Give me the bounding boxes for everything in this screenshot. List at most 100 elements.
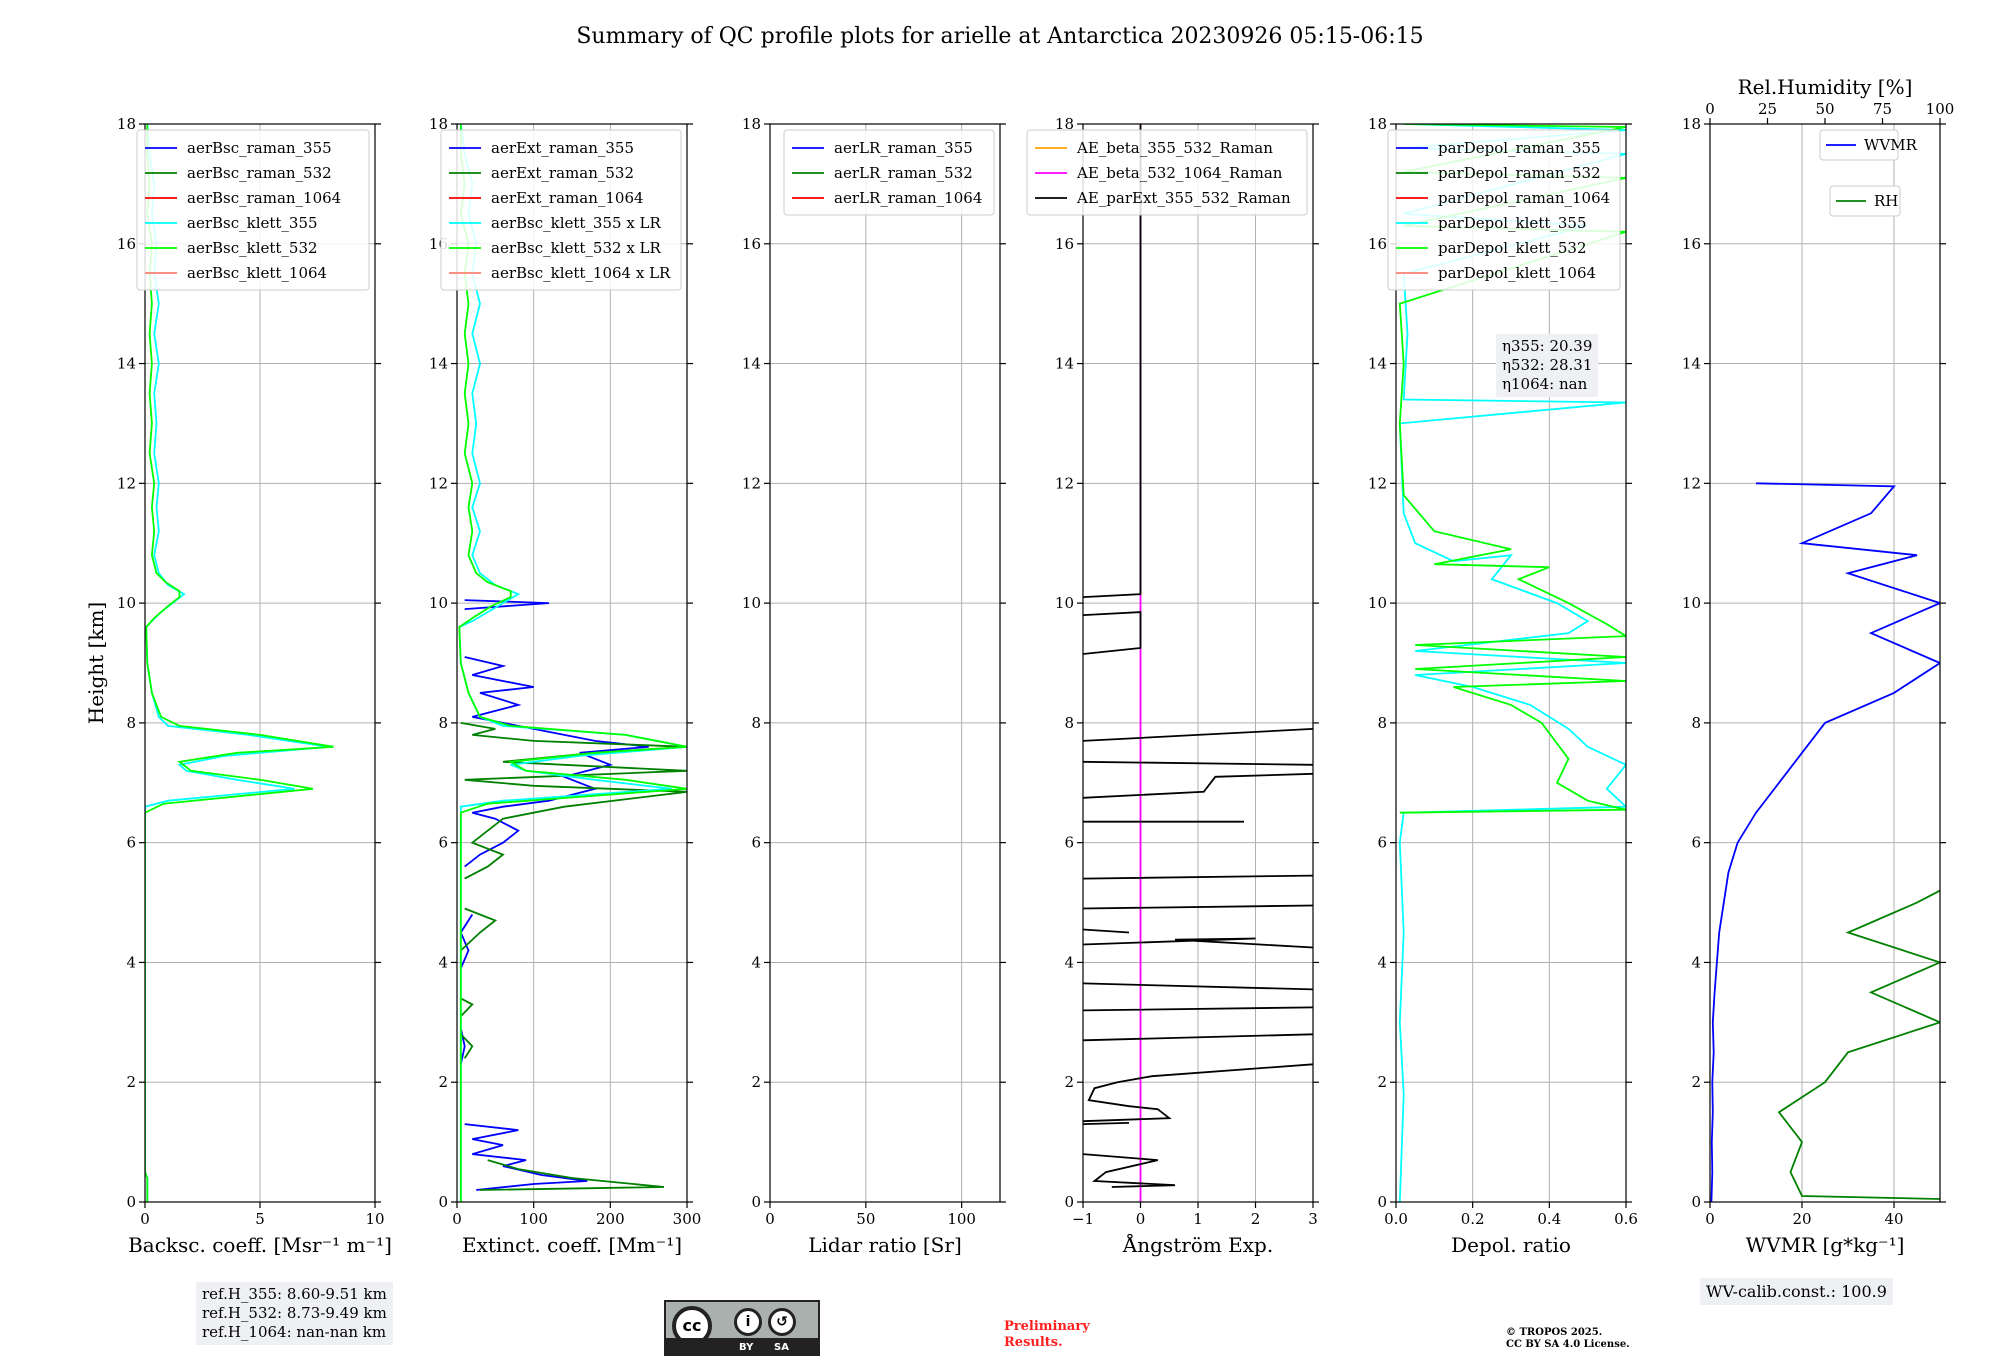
y-tick-label: 18	[1055, 115, 1074, 133]
y-tick-label: 10	[429, 594, 448, 612]
x2-axis-label: Rel.Humidity [%]	[1738, 75, 1913, 99]
x-axis-label: Lidar ratio [Sr]	[808, 1233, 962, 1257]
x-axis-label: Backsc. coeff. [Msr⁻¹ m⁻¹]	[128, 1233, 392, 1257]
x-tick-label: 0	[1705, 1210, 1715, 1228]
legend-label: aerBsc_klett_355	[187, 214, 318, 232]
series-group	[1710, 482, 1940, 1202]
y-tick-label: 6	[751, 834, 761, 852]
y-tick-label: 4	[438, 953, 448, 971]
ref-height-355: ref.H_355: 8.60-9.51 km	[202, 1285, 387, 1303]
legend-box	[1026, 129, 1308, 216]
series-line-aerext-raman-355	[459, 599, 649, 1191]
y-tick-label: 12	[742, 474, 761, 492]
y-tick-label: 6	[1377, 834, 1387, 852]
y-tick-label: 8	[1691, 714, 1701, 732]
legend-label: parDepol_klett_355	[1438, 214, 1587, 232]
series-line-aerbsc-klett-532	[145, 124, 334, 1202]
y-tick-label: 16	[1055, 235, 1074, 253]
y-tick-label: 12	[1682, 474, 1701, 492]
legend-label: aerBsc_klett_1064	[187, 264, 327, 282]
y-tick-label: 6	[438, 834, 448, 852]
x-tick-label: 50	[856, 1210, 875, 1228]
y-tick-label: 12	[1368, 474, 1387, 492]
y-tick-label: 18	[1682, 115, 1701, 133]
y-tick-label: 0	[438, 1193, 448, 1211]
y-tick-label: 0	[1377, 1193, 1387, 1211]
ref-height-1064: ref.H_1064: nan-nan km	[202, 1323, 387, 1341]
y-tick-label: 8	[438, 714, 448, 732]
x-axis-label: WVMR [g*kg⁻¹]	[1746, 1233, 1905, 1257]
copyright-line-1: © TROPOS 2025.	[1506, 1327, 1602, 1338]
y-tick-label: 14	[742, 355, 761, 373]
x-tick-label: 5	[255, 1210, 265, 1228]
legend-label: aerBsc_klett_532	[187, 239, 318, 257]
y-tick-label: 16	[742, 235, 761, 253]
y-tick-label: 12	[429, 474, 448, 492]
preliminary-line-2: Results.	[1004, 1335, 1063, 1350]
x-tick-label: 100	[519, 1210, 548, 1228]
series-line-aerbsc-klett-532-x-lr	[458, 124, 687, 1202]
legend-label: aerBsc_klett_1064 x LR	[491, 264, 671, 282]
copyright-line-2: CC BY SA 4.0 License.	[1506, 1339, 1630, 1350]
y-tick-label: 16	[1368, 235, 1387, 253]
series-group	[145, 124, 334, 1202]
y-tick-label: 8	[751, 714, 761, 732]
preliminary-line-1: Preliminary	[1004, 1319, 1090, 1334]
legend-label: aerExt_raman_355	[491, 139, 634, 157]
panel-3: 0 2 4 6 8 10 12 14 16 18 0 50 100 Lidar ratio [Sr] aer…	[742, 115, 1006, 1257]
legend-label: WVMR	[1864, 136, 1918, 154]
series-line-ae-parext-355-532-raman	[1083, 124, 1313, 1188]
panel-frame	[144, 123, 376, 1203]
legend-box	[136, 129, 370, 291]
y-tick-label: 6	[126, 834, 136, 852]
y-tick-label: 0	[1691, 1193, 1701, 1211]
y-tick-label: 16	[117, 235, 136, 253]
ref-height-532: ref.H_532: 8.73-9.49 km	[202, 1304, 387, 1322]
legend-box	[1819, 129, 1899, 161]
share-alike-icon: ↺	[768, 1308, 796, 1336]
panel-frame	[1395, 123, 1627, 1203]
eta-355: η355: 20.39	[1502, 337, 1593, 355]
y-tick-label: 12	[1055, 474, 1074, 492]
series-group	[1083, 124, 1313, 1202]
x2-tick-label: 50	[1815, 100, 1834, 118]
legend-label: AE_beta_532_1064_Raman	[1076, 164, 1283, 182]
y-tick-label: 14	[117, 355, 136, 373]
y-tick-label: 14	[1682, 355, 1701, 373]
x-tick-label: 0	[1136, 1210, 1146, 1228]
y-tick-label: 2	[438, 1073, 448, 1091]
attribution-icon: i	[734, 1308, 762, 1336]
legend-label: aerBsc_raman_532	[187, 164, 332, 182]
panel-1: 0 2 4 6 8 10 12 14 16 18 0 5 10 Backsc. coeff. [Msr⁻¹…	[117, 115, 392, 1257]
y-tick-label: 4	[751, 953, 761, 971]
panel-5: 0 2 4 6 8 10 12 14 16 18 0.0 0.2 0.4 0.6 Depol. ratio p…	[1368, 115, 1638, 1257]
y-tick-label: 8	[1064, 714, 1074, 732]
x2-tick-label: 25	[1758, 100, 1777, 118]
legend-label: aerExt_raman_532	[491, 164, 634, 182]
x-tick-label: 200	[596, 1210, 625, 1228]
y-tick-label: 10	[742, 594, 761, 612]
y-tick-label: 14	[1055, 355, 1074, 373]
cc-badge-bar	[666, 1338, 818, 1354]
y-tick-label: 6	[1691, 834, 1701, 852]
x-axis-label: Ångström Exp.	[1122, 1232, 1273, 1257]
x-tick-label: 0	[452, 1210, 462, 1228]
x-tick-label: 0.2	[1461, 1210, 1485, 1228]
legend-label: aerBsc_klett_532 x LR	[491, 239, 662, 257]
y-tick-label: 2	[751, 1073, 761, 1091]
y-tick-label: 12	[117, 474, 136, 492]
x-tick-label: 1	[1193, 1210, 1203, 1228]
y-tick-label: 0	[751, 1193, 761, 1211]
x-tick-label: 0.4	[1537, 1210, 1561, 1228]
legend-label: parDepol_raman_1064	[1438, 189, 1610, 207]
cc-license-badge: cc i ↺ BY SA	[664, 1300, 820, 1356]
x-tick-label: 3	[1308, 1210, 1318, 1228]
y-tick-label: 14	[1368, 355, 1387, 373]
x-tick-label: −1	[1072, 1210, 1094, 1228]
figure-title: Summary of QC profile plots for arielle …	[576, 24, 1423, 49]
legend-label: parDepol_klett_532	[1438, 239, 1587, 257]
legend-label: aerBsc_raman_1064	[187, 189, 341, 207]
depol-eta-box: η355: 20.39 η532: 28.31 η1064: nan	[1496, 334, 1599, 397]
